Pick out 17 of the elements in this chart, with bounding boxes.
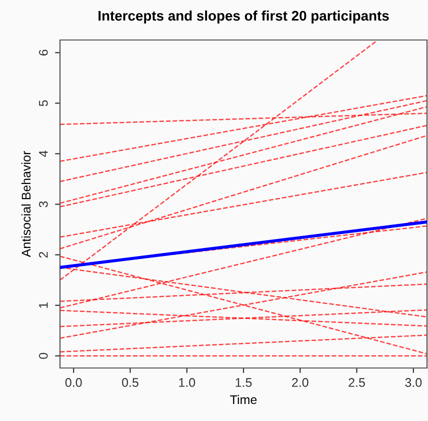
x-tick-label: 0.5 — [122, 378, 138, 387]
y-tick-label: 3 — [38, 201, 48, 208]
y-tick-label: 6 — [38, 50, 48, 56]
y-tick-label: 1 — [39, 302, 48, 308]
x-tick-label: 3.0 — [405, 378, 422, 387]
y-tick-label: 5 — [39, 100, 48, 106]
y-tick-label: 4 — [39, 150, 48, 157]
x-tick-label: 1.0 — [179, 378, 196, 387]
chart-title: Intercepts and slopes of first 20 participants — [98, 10, 389, 24]
x-tick-label: 0.0 — [65, 378, 82, 387]
y-axis-title: Antisocial Behavior — [21, 151, 31, 258]
x-tick-label: 2.5 — [348, 378, 365, 387]
y-tick-label: 0 — [38, 352, 48, 359]
x-tick-label: 2.0 — [292, 378, 308, 387]
y-tick-label: 2 — [38, 252, 48, 258]
x-axis-title: Time — [230, 394, 257, 404]
x-tick-label: 1.5 — [236, 378, 252, 387]
